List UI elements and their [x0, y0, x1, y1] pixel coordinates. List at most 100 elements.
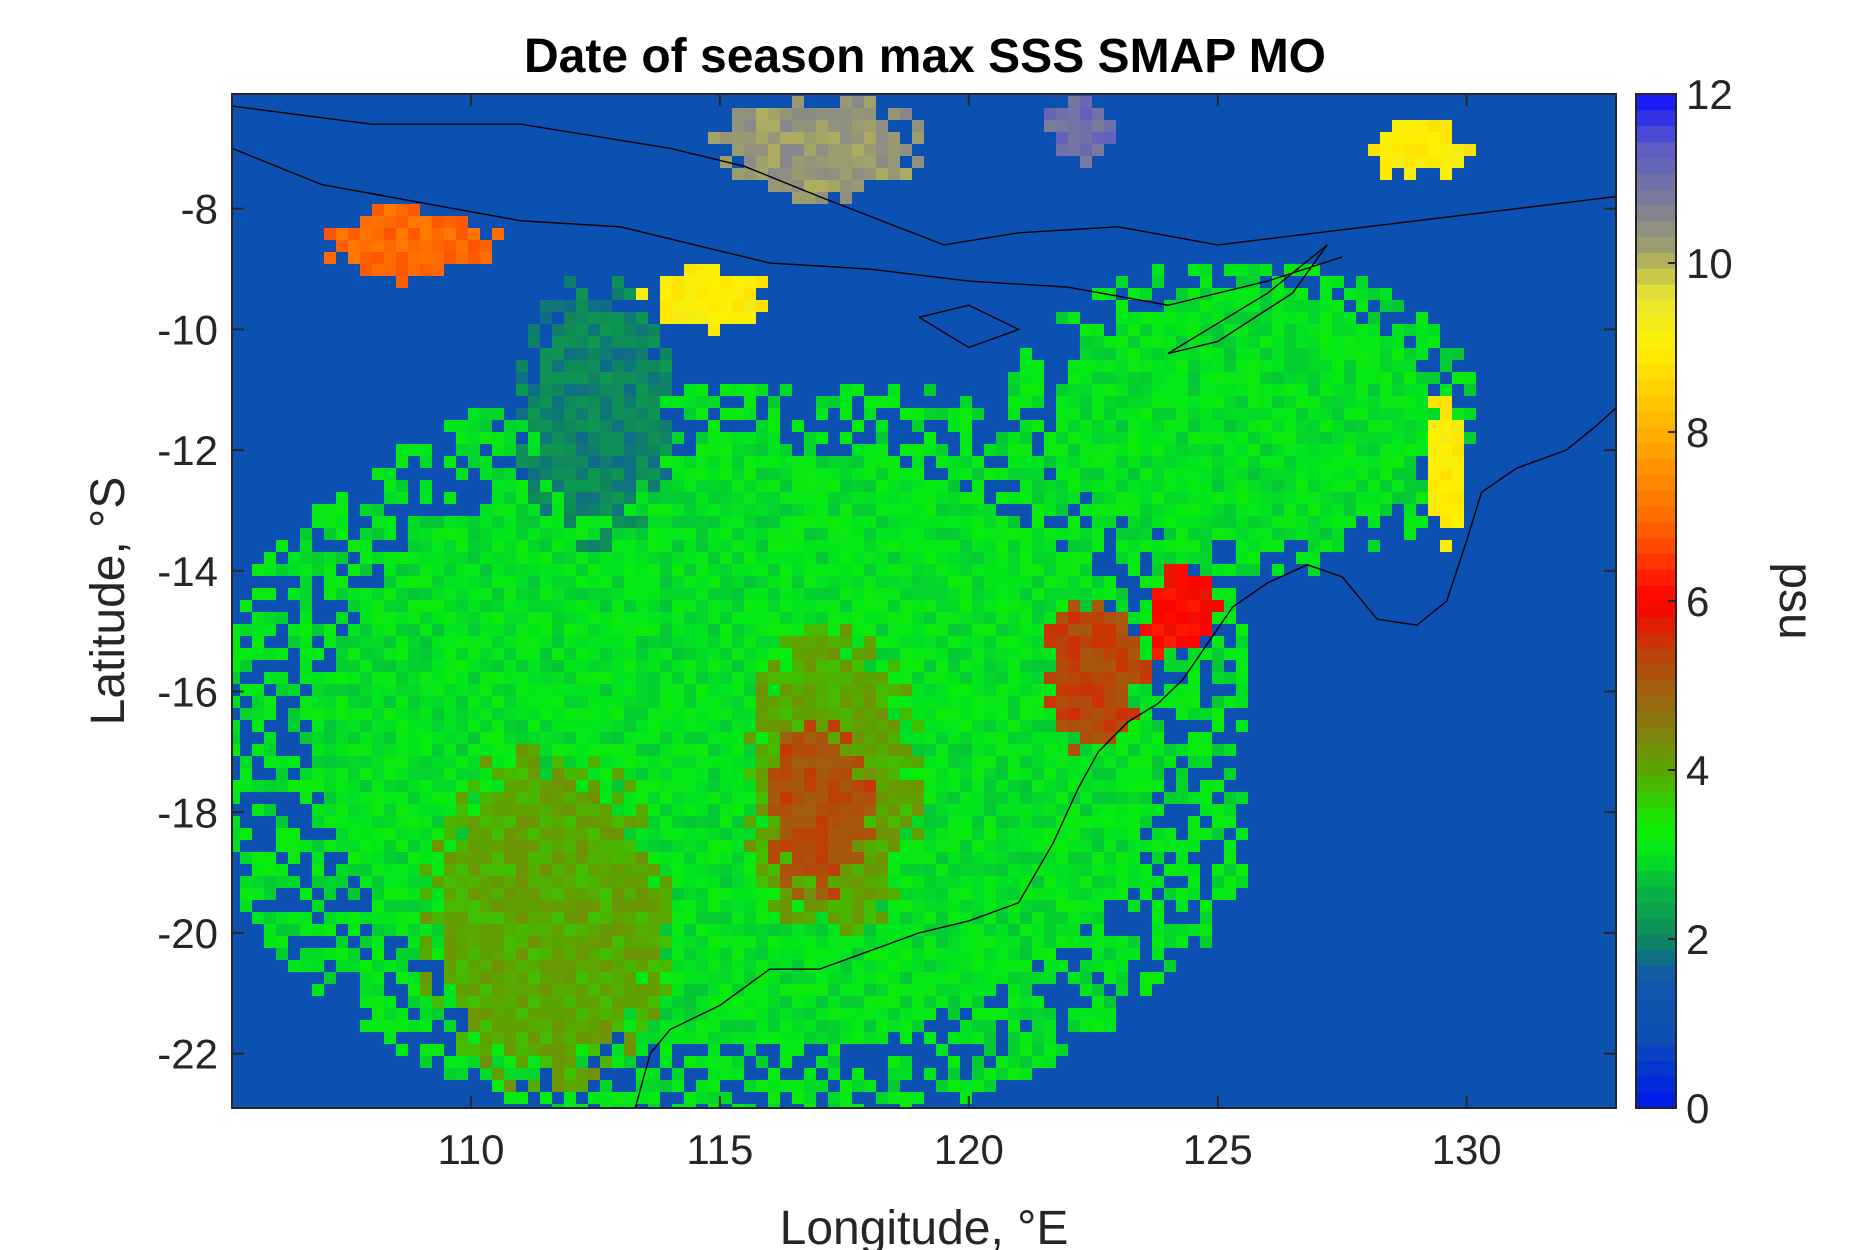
heatmap-cell — [996, 864, 1008, 876]
heatmap-cell — [696, 756, 708, 768]
heatmap-cell — [672, 492, 684, 504]
heatmap-cell — [1044, 900, 1056, 912]
heatmap-cell — [1152, 876, 1164, 888]
heatmap-cell — [888, 708, 900, 720]
heatmap-cell — [624, 708, 636, 720]
heatmap-cell — [924, 792, 936, 804]
heatmap-cell — [468, 1032, 480, 1044]
heatmap-cell — [480, 1068, 492, 1080]
heatmap-cell — [792, 960, 804, 972]
heatmap-cell — [912, 648, 924, 660]
heatmap-cell — [600, 840, 612, 852]
heatmap-cell — [588, 708, 600, 720]
heatmap-cell — [828, 612, 840, 624]
heatmap-cell — [816, 1008, 828, 1020]
heatmap-cell — [564, 600, 576, 612]
heatmap-cell — [324, 576, 336, 588]
heatmap-cell — [924, 600, 936, 612]
heatmap-cell — [636, 444, 648, 456]
heatmap-cell — [984, 876, 996, 888]
heatmap-cell — [540, 720, 552, 732]
heatmap-cell — [804, 492, 816, 504]
heatmap-cell — [1248, 348, 1260, 360]
heatmap-cell — [1212, 300, 1224, 312]
heatmap-cell — [1092, 540, 1104, 552]
heatmap-cell — [936, 864, 948, 876]
heatmap-cell — [876, 1032, 888, 1044]
heatmap-cell — [576, 360, 588, 372]
heatmap-cell — [516, 444, 528, 456]
heatmap-cell — [720, 612, 732, 624]
heatmap-cell — [324, 912, 336, 924]
heatmap-cell — [456, 1044, 468, 1056]
heatmap-cell — [852, 960, 864, 972]
heatmap-cell — [1008, 996, 1020, 1008]
heatmap-cell — [972, 900, 984, 912]
heatmap-cell — [912, 660, 924, 672]
heatmap-cell — [960, 468, 972, 480]
heatmap-cell — [684, 1092, 696, 1104]
heatmap-cell — [600, 552, 612, 564]
heatmap-cell — [900, 696, 912, 708]
heatmap-cell — [612, 612, 624, 624]
heatmap-cell — [936, 444, 948, 456]
heatmap-cell — [648, 936, 660, 948]
heatmap-cell — [504, 528, 516, 540]
heatmap-cell — [408, 948, 420, 960]
heatmap-cell — [1044, 852, 1056, 864]
heatmap-cell — [1416, 432, 1428, 444]
heatmap-cell — [768, 948, 780, 960]
heatmap-cell — [996, 852, 1008, 864]
heatmap-cell — [480, 768, 492, 780]
heatmap-cell — [1032, 936, 1044, 948]
heatmap-cell — [720, 1032, 732, 1044]
heatmap-cell — [1224, 852, 1236, 864]
heatmap-cell — [732, 852, 744, 864]
heatmap-cell — [1332, 444, 1344, 456]
heatmap-cell — [1116, 768, 1128, 780]
heatmap-cell — [492, 588, 504, 600]
heatmap-cell — [480, 744, 492, 756]
heatmap-cell — [432, 1008, 444, 1020]
heatmap-cell — [708, 624, 720, 636]
heatmap-cell — [396, 1020, 408, 1032]
heatmap-cell — [408, 648, 420, 660]
heatmap-cell — [1116, 588, 1128, 600]
heatmap-cell — [540, 684, 552, 696]
heatmap-cell — [828, 996, 840, 1008]
heatmap-cell — [624, 912, 636, 924]
heatmap-cell — [804, 972, 816, 984]
heatmap-cell — [660, 576, 672, 588]
heatmap-cell — [1296, 384, 1308, 396]
heatmap-cell — [492, 444, 504, 456]
heatmap-cell — [468, 696, 480, 708]
heatmap-cell — [336, 552, 348, 564]
heatmap-cell — [1212, 480, 1224, 492]
heatmap-cell — [312, 744, 324, 756]
heatmap-cell — [852, 552, 864, 564]
heatmap-cell — [564, 492, 576, 504]
heatmap-cell — [900, 1008, 912, 1020]
heatmap-cell — [1128, 444, 1140, 456]
heatmap-cell — [1152, 504, 1164, 516]
heatmap-cell — [984, 924, 996, 936]
heatmap-cell — [1320, 504, 1332, 516]
heatmap-cell — [504, 1092, 516, 1104]
heatmap-cell — [612, 948, 624, 960]
heatmap-cell — [1464, 408, 1476, 420]
heatmap-cell — [408, 780, 420, 792]
heatmap-cell — [1092, 864, 1104, 876]
heatmap-cell — [648, 660, 660, 672]
heatmap-cell — [1056, 756, 1068, 768]
heatmap-cell — [1044, 1056, 1056, 1068]
heatmap-cell — [648, 984, 660, 996]
heatmap-cell — [948, 732, 960, 744]
heatmap-cell — [564, 912, 576, 924]
heatmap-cell — [1200, 396, 1212, 408]
heatmap-cell — [708, 756, 720, 768]
heatmap-cell — [1128, 900, 1140, 912]
heatmap-cell — [876, 420, 888, 432]
heatmap-cell — [1260, 432, 1272, 444]
heatmap-cell — [720, 528, 732, 540]
heatmap-cell — [324, 732, 336, 744]
